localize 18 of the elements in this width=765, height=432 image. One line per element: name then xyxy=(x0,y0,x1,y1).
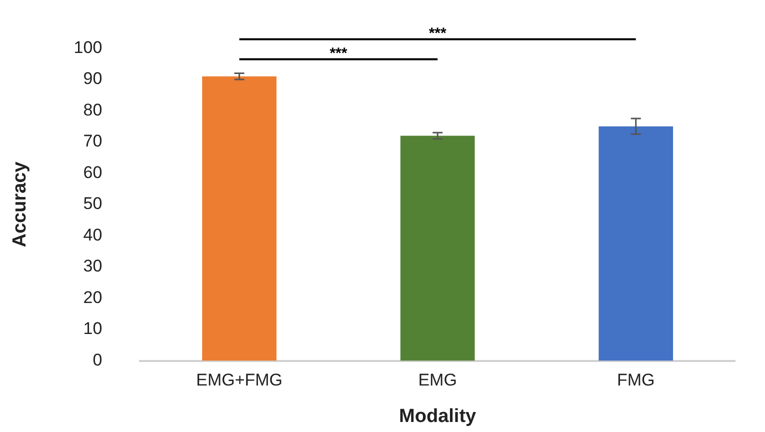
y-tick-label: 60 xyxy=(83,162,102,182)
y-tick-label: 20 xyxy=(83,288,102,307)
x-tick-label: EMG+FMG xyxy=(196,370,283,390)
x-axis-title: Modality xyxy=(399,406,477,427)
y-tick-label: 80 xyxy=(83,100,102,120)
y-tick-label: 10 xyxy=(83,319,102,338)
y-tick-label: 0 xyxy=(92,350,102,370)
annotation: *** xyxy=(330,44,348,62)
x-tick-label: FMG xyxy=(616,370,655,390)
y-tick-label: 50 xyxy=(83,194,102,214)
y-tick-label: 100 xyxy=(74,38,102,57)
y-axis-title: Accuracy xyxy=(10,161,31,248)
y-tick-label: 70 xyxy=(83,132,102,151)
y-tick-label: 40 xyxy=(83,225,102,244)
y-tick-label: 30 xyxy=(83,256,102,276)
text: *** xyxy=(428,24,446,42)
x-tick-label: EMG xyxy=(418,370,457,390)
y-tick-label: 90 xyxy=(83,69,102,88)
